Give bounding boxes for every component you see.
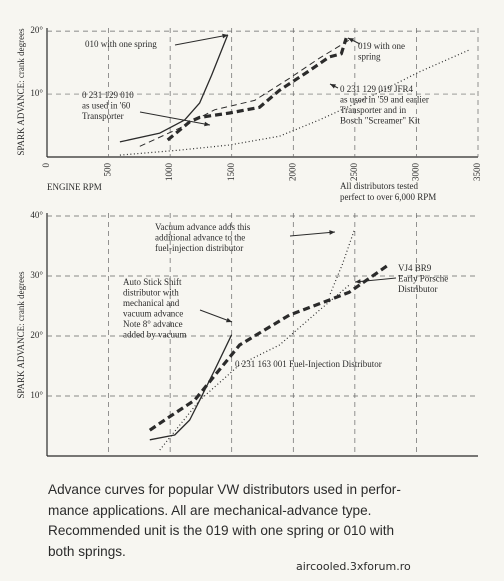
annotation: vacuum advance xyxy=(123,309,183,319)
arrow-head xyxy=(330,84,336,89)
annotation: as used in '59 and earlier xyxy=(340,95,429,105)
y-tick-label: 10° xyxy=(30,390,43,400)
series-line xyxy=(166,37,348,142)
x-tick-label: 3500 xyxy=(472,163,482,182)
x-tick-label: 2000 xyxy=(287,163,297,182)
annotation: added by vacuum xyxy=(123,330,186,340)
annotation: Vacuum advance adds this xyxy=(155,222,251,232)
watermark: aircooled.3xforum.ro xyxy=(296,560,411,573)
series-line xyxy=(149,334,233,441)
annotation: distributor with xyxy=(123,288,179,298)
annotation: additional advance to the xyxy=(155,233,245,243)
annotation: VJ4 BR9 xyxy=(398,263,432,273)
x-tick-label: 1500 xyxy=(226,163,236,182)
series-line xyxy=(159,284,350,451)
annotation: Early Porsche xyxy=(398,274,448,284)
annotation: 010 with one spring xyxy=(85,39,157,49)
arrow-head xyxy=(355,279,361,284)
y-tick-label: 20° xyxy=(30,25,43,35)
x-tick-label: 1000 xyxy=(164,163,174,182)
note: perfect to over 6,000 RPM xyxy=(340,192,436,202)
y-axis-label: SPARK ADVANCE: crank degrees xyxy=(16,28,26,156)
series-line xyxy=(148,264,389,432)
annotation: Auto Stick Shift xyxy=(123,277,182,287)
arrow-head xyxy=(329,230,335,235)
annotation: Transporter xyxy=(82,111,124,121)
y-tick-label: 40° xyxy=(30,210,43,220)
arrow xyxy=(174,34,229,46)
caption: Advance curves for popular VW distributo… xyxy=(48,480,478,562)
arrow xyxy=(199,309,233,323)
arrow xyxy=(139,111,211,126)
x-tick-label: 2500 xyxy=(349,163,359,182)
x-tick-label: 3000 xyxy=(410,163,420,182)
annotation: fuel-injection distributor xyxy=(155,243,243,253)
caption-line: both springs. xyxy=(48,543,126,559)
annotation: 0 231 129 010 xyxy=(82,90,134,100)
arrow xyxy=(354,277,397,283)
arrow-head xyxy=(348,38,354,43)
annotation: Note 8° advance xyxy=(123,319,183,329)
annotation: Bosch "Screamer" Kit xyxy=(340,116,420,126)
annotation: 0 231 163 001 Fuel-Injection Distributor xyxy=(235,359,382,369)
arrow-head xyxy=(204,121,210,127)
y-axis-label: SPARK ADVANCE: crank degrees xyxy=(16,271,26,399)
x-axis-label: ENGINE RPM xyxy=(47,182,102,192)
caption-line: Advance curves for popular VW distributo… xyxy=(48,482,401,497)
series-line xyxy=(119,34,229,143)
series-line xyxy=(139,39,350,147)
arrow-head xyxy=(226,317,232,323)
annotation: spring xyxy=(358,52,381,62)
y-tick-label: 30° xyxy=(30,270,43,280)
annotation: mechanical and xyxy=(123,298,180,308)
annotation: 0 231 129 019 JFR4 xyxy=(340,84,414,94)
arrow xyxy=(289,231,336,237)
annotation: Distributor xyxy=(398,284,438,294)
caption-line: Recommended unit is the 019 with one spr… xyxy=(48,523,395,538)
annotation: 019 with one xyxy=(358,41,405,51)
y-tick-label: 10° xyxy=(30,88,43,98)
series-line xyxy=(119,49,470,156)
annotation: as used in '60 xyxy=(82,101,131,111)
series-line xyxy=(329,229,355,295)
note: All distributors tested xyxy=(340,181,418,191)
x-tick-label: 500 xyxy=(103,163,113,177)
x-tick-label: 0 xyxy=(41,163,51,168)
y-tick-label: 20° xyxy=(30,330,43,340)
annotation: Transporter and in xyxy=(340,105,407,115)
arrow-head xyxy=(222,33,228,39)
caption-line: mance applications. All are mechanical-a… xyxy=(48,502,372,518)
